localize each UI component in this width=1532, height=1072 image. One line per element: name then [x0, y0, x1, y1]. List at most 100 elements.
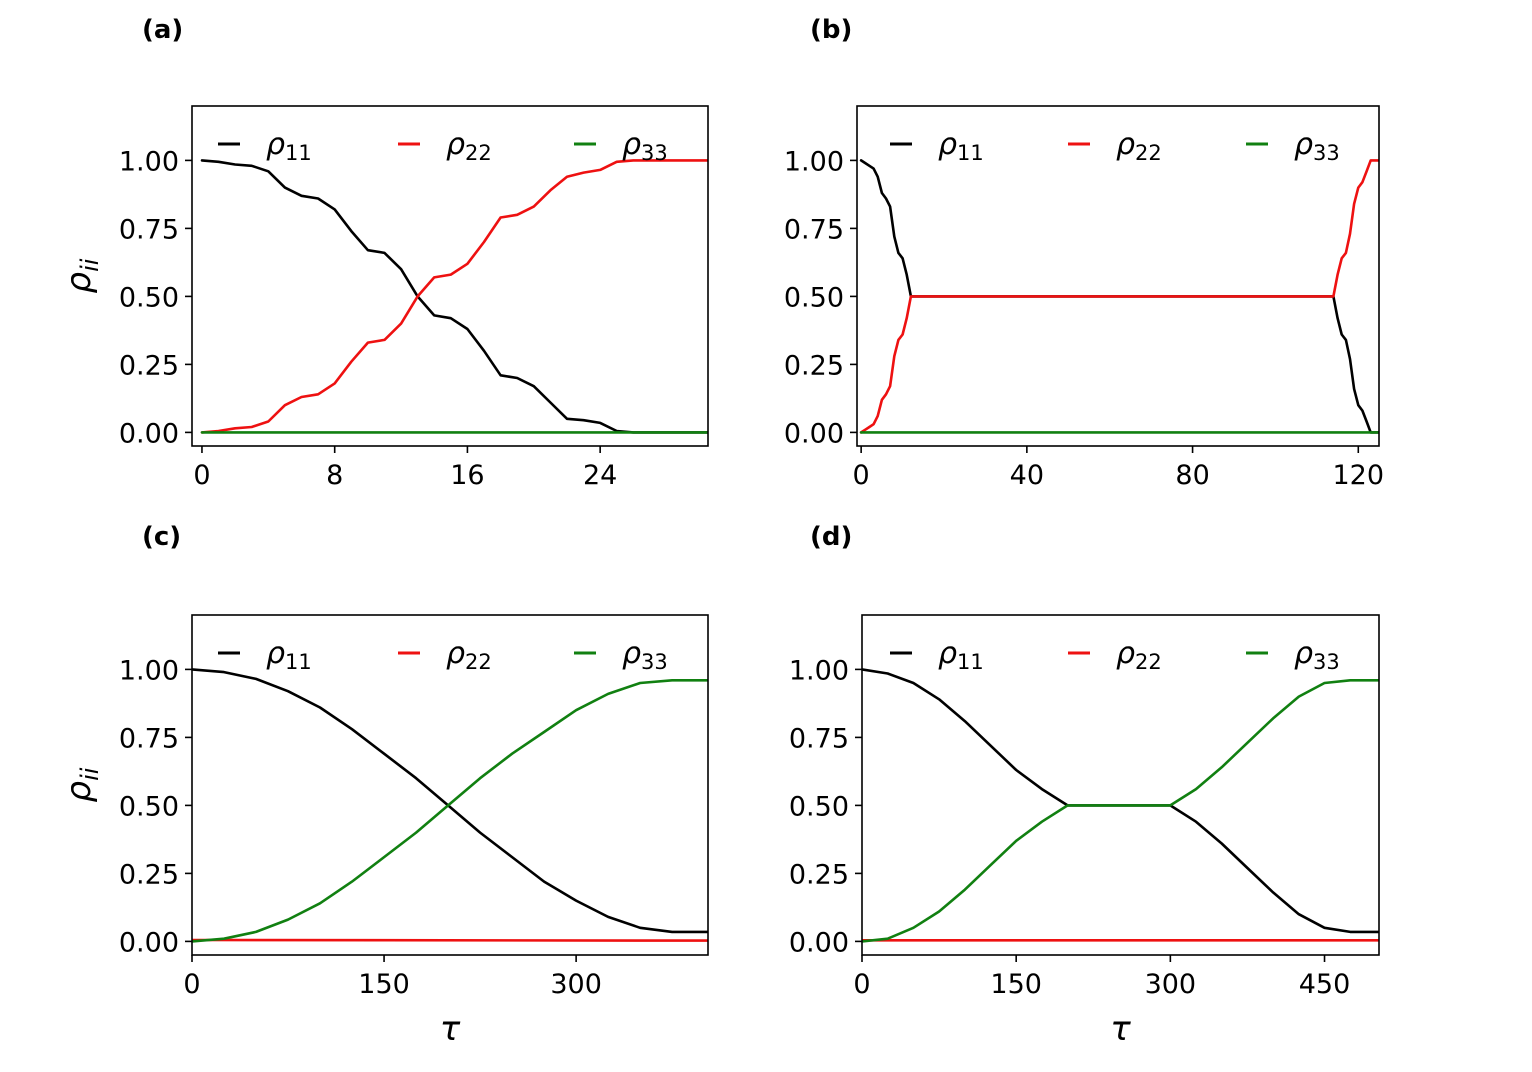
y-tick-label-c-3: 0.75	[119, 723, 179, 754]
x-tick-label-c-0: 0	[183, 969, 200, 1000]
y-tick-label-d-3: 0.75	[789, 723, 849, 754]
series-line-d-rho33	[862, 678, 1379, 943]
legend-label-c-11: ρ11	[266, 636, 312, 674]
x-tick-label-d-2: 300	[1145, 969, 1197, 1000]
legend-label-a-33: ρ33	[622, 127, 668, 165]
series-group-b	[859, 159, 1379, 434]
legend-label-b-11: ρ11	[938, 127, 984, 165]
y-axis-label-main-c: ρ	[59, 780, 99, 802]
plot-frame-d	[861, 614, 1380, 956]
legend-subscript-d-11: 11	[957, 650, 984, 674]
legend-label-a-22: ρ22	[446, 127, 492, 165]
legend-symbol-b-33: ρ	[1294, 127, 1313, 162]
y-tick-label-a-4: 1.00	[119, 146, 179, 177]
y-tick-label-a-0: 0.00	[119, 418, 179, 449]
y-tick-label-a-3: 0.75	[119, 214, 179, 245]
y-tick-label-a-1: 0.25	[119, 350, 179, 381]
series-line-b-rho22	[859, 159, 1379, 434]
legend-entry-b-33: ρ33	[1246, 127, 1340, 165]
x-tick-label-c-2: 300	[550, 969, 602, 1000]
legend-label-a-11: ρ11	[266, 127, 312, 165]
panel-label-c: (c)	[142, 522, 181, 552]
y-tick-label-c-0: 0.00	[119, 927, 179, 958]
legend-label-c-22: ρ22	[446, 636, 492, 674]
x-tick-label-d-1: 150	[990, 969, 1042, 1000]
x-tick-label-a-1: 8	[326, 460, 343, 491]
series-line-c-rho22	[192, 938, 708, 942]
series-group-d	[862, 668, 1379, 943]
legend-subscript-a-11: 11	[285, 141, 312, 165]
legend-entry-d-22: ρ22	[1068, 636, 1162, 674]
legend-subscript-b-11: 11	[957, 141, 984, 165]
x-tick-label-b-3: 120	[1333, 460, 1385, 491]
panel-label-b: (b)	[810, 15, 852, 45]
legend-entry-b-22: ρ22	[1068, 127, 1162, 165]
x-tick-label-d-0: 0	[853, 969, 870, 1000]
x-tick-label-b-2: 80	[1175, 460, 1209, 491]
y-tick-label-b-4: 1.00	[784, 146, 844, 177]
legend-entry-c-33: ρ33	[574, 636, 668, 674]
legend-symbol-a-11: ρ	[266, 127, 285, 162]
legend-subscript-d-33: 33	[1313, 650, 1340, 674]
legend-symbol-b-11: ρ	[938, 127, 957, 162]
legend-entry-a-33: ρ33	[574, 127, 668, 165]
plot-frame-b	[856, 105, 1380, 447]
legend-label-b-22: ρ22	[1116, 127, 1162, 165]
panel-label-a: (a)	[142, 15, 183, 45]
y-tick-label-b-3: 0.75	[784, 214, 844, 245]
series-line-a-rho11	[200, 159, 708, 434]
plot-frame-a	[191, 105, 709, 447]
legend-label-d-22: ρ22	[1116, 636, 1162, 674]
x-tick-label-a-0: 0	[193, 460, 210, 491]
y-tick-label-b-0: 0.00	[784, 418, 844, 449]
legend-symbol-d-11: ρ	[938, 636, 957, 671]
x-tick-label-a-2: 16	[450, 460, 484, 491]
legend-subscript-c-11: 11	[285, 650, 312, 674]
legend-label-b-33: ρ33	[1294, 127, 1340, 165]
x-tick-label-b-0: 0	[853, 460, 870, 491]
x-tick-label-b-1: 40	[1010, 460, 1044, 491]
y-tick-label-c-2: 0.50	[119, 791, 179, 822]
legend-symbol-c-11: ρ	[266, 636, 285, 671]
legend-entry-a-11: ρ11	[218, 127, 312, 165]
x-tick-label-a-3: 24	[583, 460, 617, 491]
legend-label-d-11: ρ11	[938, 636, 984, 674]
series-line-a-rho22	[200, 159, 708, 434]
legend-subscript-a-22: 22	[465, 141, 492, 165]
legend-label-d-33: ρ33	[1294, 636, 1340, 674]
legend-entry-d-33: ρ33	[1246, 636, 1340, 674]
legend-symbol-c-33: ρ	[622, 636, 641, 671]
legend-symbol-a-22: ρ	[446, 127, 465, 162]
legend-entry-b-11: ρ11	[890, 127, 984, 165]
y-axis-label-sub-c: ii	[76, 767, 104, 781]
plot-frame-c	[191, 614, 709, 956]
legend-entry-c-22: ρ22	[398, 636, 492, 674]
legend-entry-a-22: ρ22	[398, 127, 492, 165]
legend-symbol-b-22: ρ	[1116, 127, 1135, 162]
legend-subscript-d-22: 22	[1135, 650, 1162, 674]
y-tick-label-d-2: 0.50	[789, 791, 849, 822]
series-group-c	[192, 668, 708, 943]
y-axis-label-main-a: ρ	[59, 271, 99, 293]
legend-symbol-c-22: ρ	[446, 636, 465, 671]
x-tick-label-c-1: 150	[358, 969, 410, 1000]
legend-entry-d-11: ρ11	[890, 636, 984, 674]
x-axis-label-d: τ	[1110, 1009, 1131, 1049]
y-tick-label-b-1: 0.25	[784, 350, 844, 381]
y-tick-label-a-2: 0.50	[119, 282, 179, 313]
y-axis-label-sub-a: ii	[76, 258, 104, 272]
series-group-a	[200, 159, 708, 434]
legend-subscript-c-33: 33	[641, 650, 668, 674]
legend-symbol-d-22: ρ	[1116, 636, 1135, 671]
series-line-c-rho33	[192, 678, 708, 943]
x-tick-label-d-3: 450	[1299, 969, 1351, 1000]
